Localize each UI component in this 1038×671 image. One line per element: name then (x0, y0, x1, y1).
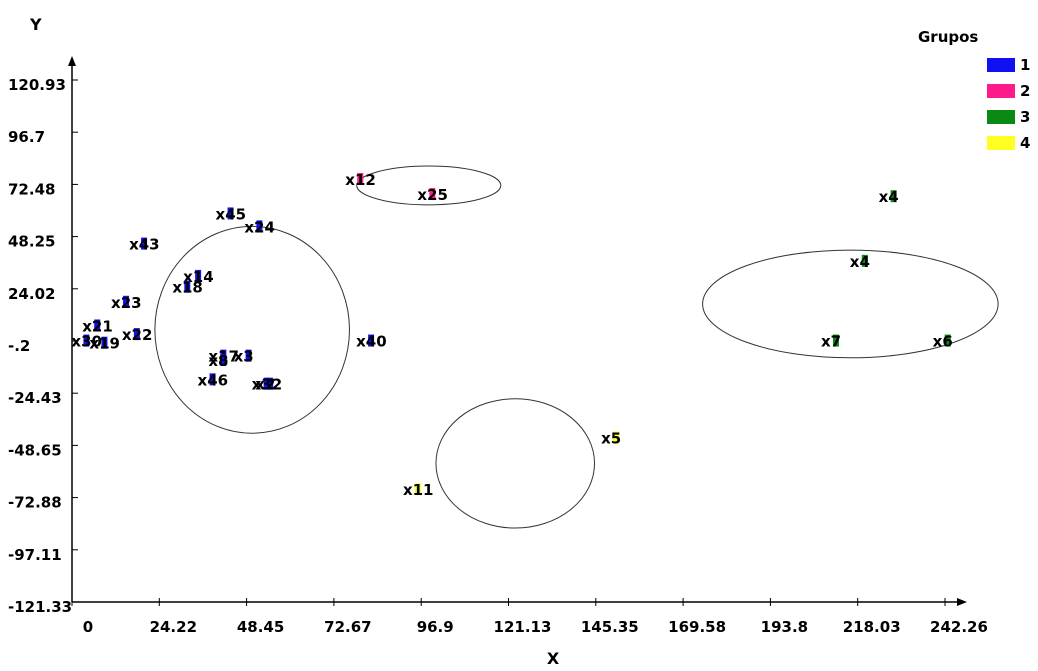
point-marker-x12 (357, 172, 364, 185)
point-marker-x4 (861, 254, 868, 267)
y-axis-title: Y (29, 15, 42, 34)
point-marker-x7 (832, 334, 839, 347)
y-tick-label: 48.25 (8, 233, 55, 251)
point-label-x40: x40 (356, 333, 387, 351)
point-label-x46: x46 (198, 371, 229, 389)
y-tick-label: 24.02 (8, 285, 55, 303)
point-marker-x21 (94, 319, 101, 332)
axes: 0 24.22 48.45 72.67 96.9 121.13 145.35 169.58 19… (8, 15, 988, 668)
point-label-x18: x18 (172, 279, 203, 297)
point-label-x19: x19 (89, 335, 120, 353)
x-tick-label: 24.22 (150, 618, 197, 636)
x-tick-label: 169.58 (668, 618, 726, 636)
point-label-x25: x25 (417, 186, 448, 204)
x-tick-label: 145.35 (581, 618, 639, 636)
point-marker-x8 (220, 353, 227, 366)
y-tick-label: -72.88 (8, 494, 62, 512)
y-tick-label: -48.65 (8, 441, 62, 459)
data-points: x45x24x43x14x18x23x21x22x30x19x40x17x3x8… (71, 171, 952, 499)
point-marker-x23 (123, 295, 130, 308)
point-marker-x14 (195, 269, 202, 282)
legend-swatch-1 (987, 58, 1015, 72)
y-tick-label: -.2 (8, 337, 30, 355)
point-label-x5: x5 (601, 430, 621, 448)
x-tick-label: 48.45 (237, 618, 284, 636)
legend-swatch-4 (987, 136, 1015, 150)
legend-label-3: 3 (1020, 108, 1030, 126)
y-tick-label: 72.48 (8, 180, 55, 198)
point-label-x11: x11 (403, 481, 434, 499)
y-axis-arrow (68, 56, 76, 66)
point-marker-x40 (368, 334, 375, 347)
legend-label-1: 1 (1020, 56, 1030, 74)
legend-label-4: 4 (1020, 134, 1030, 152)
point-marker-x45 (227, 207, 234, 220)
x-tick-label: 96.9 (417, 618, 454, 636)
point-marker-x2 (267, 377, 274, 390)
point-label-x12: x12 (345, 171, 376, 189)
cluster-ellipse-grupo-1 (154, 225, 350, 434)
cluster-ellipses (154, 165, 999, 529)
cluster-ellipse-grupo-4 (435, 398, 596, 529)
point-label-x45: x45 (216, 205, 247, 223)
legend-swatch-3 (987, 110, 1015, 124)
legend-swatch-2 (987, 84, 1015, 98)
y-tick-label: -97.11 (8, 546, 62, 564)
point-label-x6: x6 (933, 333, 953, 351)
point-marker-x3 (245, 349, 252, 362)
point-label-x8: x8 (208, 352, 228, 370)
point-marker-x4 (890, 190, 897, 203)
x-tick-label: 72.67 (324, 618, 371, 636)
point-marker-x19 (101, 336, 108, 349)
legend-label-2: 2 (1020, 82, 1030, 100)
point-marker-x6 (944, 334, 951, 347)
legend-title: Grupos (918, 28, 978, 46)
legend: Grupos 1 2 3 4 (918, 28, 1030, 152)
x-axis-arrow (957, 598, 967, 606)
point-label-x4: x4 (879, 188, 899, 206)
x-tick-label: 193.8 (761, 618, 808, 636)
point-label-x24: x24 (244, 218, 275, 236)
point-marker-x18 (184, 280, 191, 293)
point-label-x30: x30 (71, 333, 102, 351)
x-tick-label: 218.03 (843, 618, 901, 636)
cluster-ellipse-grupo-2 (356, 165, 502, 206)
point-label-x14: x14 (183, 268, 214, 286)
point-label-x3: x3 (234, 348, 254, 366)
y-tick-label: -121.33 (8, 598, 72, 616)
point-marker-x5 (613, 431, 620, 444)
cluster-ellipse-grupo-3 (702, 249, 999, 359)
point-marker-x22 (133, 328, 140, 341)
point-label-x23: x23 (111, 294, 142, 312)
x-tick-label: 242.26 (930, 618, 988, 636)
point-label-x32: x32 (252, 376, 283, 394)
point-label-x7: x7 (821, 333, 841, 351)
point-label-x43: x43 (129, 236, 160, 254)
point-marker-x46 (209, 373, 216, 386)
y-tick-label: 120.93 (8, 76, 66, 94)
point-marker-x43 (141, 237, 148, 250)
point-marker-x32 (263, 377, 270, 390)
point-label-x22: x22 (122, 326, 153, 344)
point-label-x4: x4 (850, 253, 870, 271)
y-tick-label: 96.7 (8, 128, 45, 146)
point-label-x21: x21 (82, 317, 113, 335)
point-marker-x30 (83, 334, 90, 347)
x-tick-label: 121.13 (494, 618, 552, 636)
x-tick-label: 0 (83, 618, 93, 636)
point-marker-x25 (429, 188, 436, 201)
point-marker-x11 (414, 483, 421, 496)
y-tick-label: -24.43 (8, 389, 62, 407)
x-axis-title: X (547, 649, 560, 668)
point-marker-x24 (256, 220, 263, 233)
